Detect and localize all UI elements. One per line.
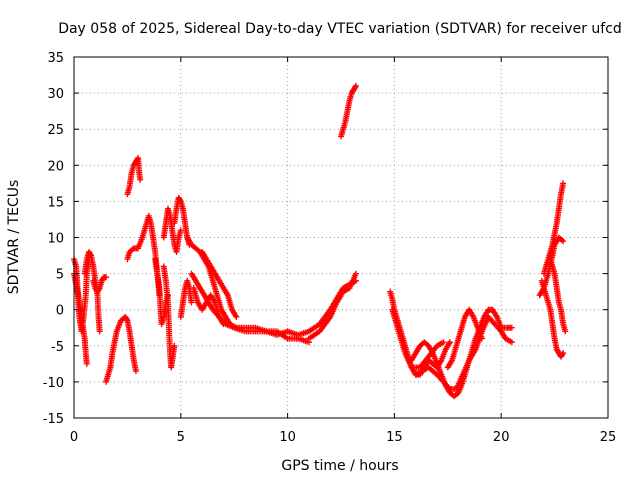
- x-tick-label: 20: [493, 430, 510, 445]
- series-track-19: [338, 82, 359, 140]
- series-track-5: [103, 313, 139, 385]
- data-point: [177, 197, 184, 204]
- series-track-16: [199, 248, 240, 320]
- y-tick-label: 25: [47, 123, 64, 138]
- data-point: [508, 339, 515, 346]
- x-tick-label: 25: [600, 430, 617, 445]
- x-tick-label: 0: [70, 430, 78, 445]
- data-point: [87, 251, 94, 258]
- chart-title: Day 058 of 2025, Sidereal Day-to-day VTE…: [58, 21, 622, 37]
- x-tick-label: 15: [386, 430, 403, 445]
- x-tick-label: 10: [279, 430, 296, 445]
- data-point: [352, 270, 359, 277]
- data-point: [137, 176, 144, 183]
- data-point: [352, 84, 359, 91]
- series-track-7: [124, 212, 163, 299]
- data-point: [560, 350, 567, 357]
- series-track-28: [547, 256, 569, 335]
- y-tick-label: -10: [43, 376, 64, 391]
- y-tick-label: -5: [51, 340, 64, 355]
- data-point: [171, 342, 178, 349]
- y-tick-label: 0: [56, 304, 64, 319]
- data-point: [508, 324, 515, 331]
- x-axis-label: GPS time / hours: [281, 458, 398, 474]
- data-point: [188, 299, 195, 306]
- series-track-15: [190, 285, 227, 328]
- series-track-6: [124, 155, 144, 198]
- data-point: [446, 339, 453, 346]
- data-point: [560, 180, 567, 187]
- data-point: [83, 360, 90, 367]
- x-tick-label: 5: [177, 430, 185, 445]
- y-tick-label: 30: [47, 87, 64, 102]
- data-point: [220, 321, 227, 328]
- series-track-12: [177, 277, 195, 320]
- y-tick-label: 15: [47, 195, 64, 210]
- series-track-23: [412, 313, 515, 393]
- y-tick-label: 35: [47, 51, 64, 66]
- y-tick-label: 20: [47, 159, 64, 174]
- y-tick-label: 5: [56, 268, 64, 283]
- y-tick-labels: -15 -10 -5 0 5 10 15 20 25 30 35: [43, 51, 64, 427]
- series-track-9: [160, 205, 184, 255]
- data-point: [177, 227, 184, 234]
- data-point: [478, 335, 485, 342]
- data-point: [132, 368, 139, 375]
- tick-marks: [73, 56, 609, 419]
- y-tick-label: -15: [43, 412, 64, 427]
- data-point: [440, 339, 447, 346]
- y-tick-label: 10: [47, 232, 64, 247]
- series-track-17: [284, 277, 359, 338]
- data-point: [352, 82, 359, 89]
- data-point: [233, 313, 240, 320]
- data-point: [103, 274, 110, 281]
- data-point: [95, 286, 102, 293]
- series-track-18: [305, 270, 359, 342]
- x-tick-labels: 0 5 10 15 20 25: [70, 430, 616, 445]
- series-track-4: [90, 274, 110, 295]
- data-point: [96, 328, 103, 335]
- data-point: [559, 351, 566, 358]
- data-point: [560, 238, 567, 245]
- data-point: [123, 316, 130, 323]
- series-track-10: [160, 263, 178, 371]
- series-track-24: [444, 306, 485, 371]
- series-track-21: [389, 306, 447, 371]
- y-axis-label: SDTVAR / TECUs: [6, 180, 22, 295]
- series-track-27: [538, 277, 567, 360]
- data-points: [71, 82, 569, 400]
- data-point: [562, 328, 569, 335]
- series-track-26: [540, 180, 567, 277]
- series-track-2: [71, 270, 90, 367]
